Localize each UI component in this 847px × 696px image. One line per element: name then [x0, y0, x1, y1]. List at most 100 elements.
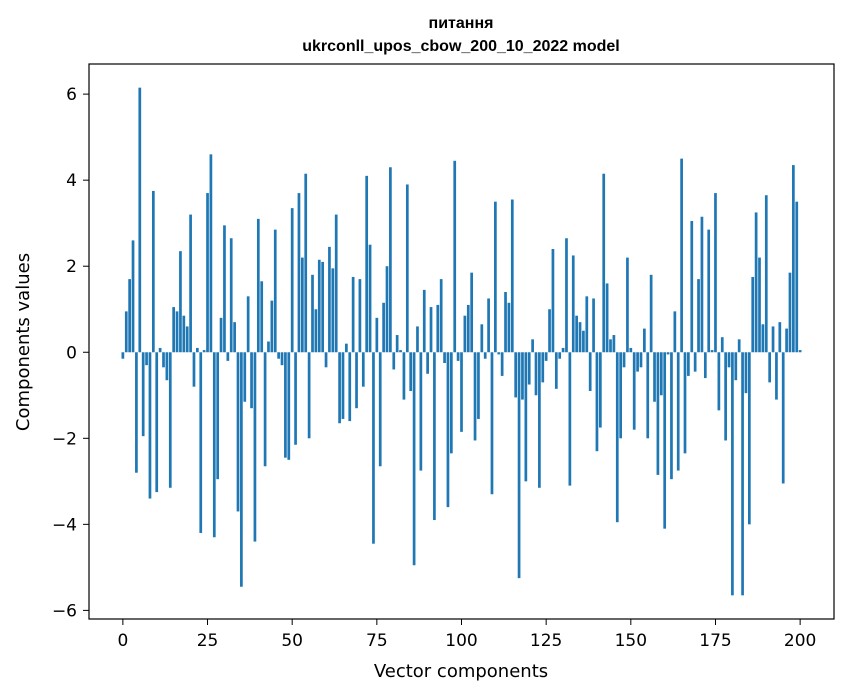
bar [578, 322, 582, 353]
y-tick-label: 4 [66, 171, 77, 191]
x-tick-label: 0 [117, 631, 128, 651]
bar [260, 281, 264, 353]
bar [456, 352, 460, 361]
bar [331, 268, 335, 353]
bar [236, 352, 240, 512]
x-tick-label: 50 [281, 631, 303, 651]
bar [615, 352, 619, 523]
bar [145, 352, 148, 366]
bar [798, 350, 802, 353]
bar [446, 352, 450, 508]
bar [189, 214, 192, 353]
bar [297, 193, 301, 353]
bar [727, 352, 731, 368]
bar [785, 328, 788, 353]
bar [338, 352, 341, 424]
bar [155, 352, 159, 493]
bar [629, 347, 633, 353]
bar [494, 201, 497, 353]
bar [487, 298, 490, 353]
bar [402, 352, 406, 400]
bar [358, 279, 362, 353]
bar [199, 352, 203, 533]
bar [290, 208, 294, 353]
bar [588, 352, 592, 391]
chart-title-line2: ukrconll_upos_cbow_200_10_2022 model [302, 38, 619, 55]
bar [703, 352, 707, 379]
bar [477, 352, 480, 419]
bar [385, 266, 389, 353]
bar [510, 199, 514, 353]
bar [368, 244, 372, 353]
bar [551, 249, 555, 353]
bar [158, 347, 162, 353]
bar [744, 352, 748, 394]
bar [148, 352, 152, 499]
bar [788, 272, 792, 353]
x-tick-label: 125 [530, 631, 562, 651]
bar [676, 352, 680, 471]
bar [453, 160, 457, 353]
bar [666, 352, 670, 355]
bar [422, 289, 426, 353]
bar [182, 315, 186, 353]
bar [663, 352, 667, 529]
bar [527, 352, 531, 385]
bar [439, 279, 443, 353]
bar [253, 352, 257, 542]
bar [565, 238, 568, 353]
bar [605, 283, 609, 353]
chart-title-line1: питання [429, 15, 494, 32]
bar [212, 352, 216, 538]
bar [284, 352, 287, 458]
bar [287, 352, 291, 460]
bar [419, 352, 423, 471]
plot-frame [88, 63, 835, 620]
bar [795, 201, 799, 353]
bar [595, 352, 599, 452]
bar [416, 326, 419, 353]
bar [548, 309, 551, 353]
bar [582, 330, 585, 353]
bar [687, 352, 690, 376]
bar [538, 352, 541, 488]
bar [355, 352, 358, 409]
bar [778, 322, 782, 353]
y-tick-label: −2 [52, 429, 77, 449]
bar [219, 317, 223, 353]
y-axis-ticks: −6 −4 −2 0 2 4 6 [52, 85, 89, 621]
bar [561, 347, 565, 353]
bar [626, 257, 629, 353]
bar [131, 240, 135, 353]
bar [768, 352, 772, 383]
bar [314, 309, 318, 353]
bar [135, 352, 138, 473]
bar [226, 352, 230, 361]
bar [300, 257, 304, 353]
bar [720, 337, 724, 353]
bar [382, 302, 385, 353]
bar [690, 221, 694, 353]
y-tick-label: 6 [66, 85, 77, 105]
bar [714, 193, 717, 353]
x-tick-label: 150 [615, 631, 647, 651]
bar [700, 216, 704, 353]
bar [151, 190, 155, 353]
bar [449, 352, 453, 454]
bar [754, 212, 758, 353]
bar [273, 229, 277, 353]
bar [294, 352, 297, 445]
bar [341, 352, 345, 419]
bar [229, 238, 233, 353]
bar [389, 167, 392, 353]
bar [592, 298, 595, 353]
bar [761, 324, 765, 353]
bar [466, 304, 470, 353]
bar [192, 352, 196, 387]
bar [463, 315, 467, 353]
bar [470, 272, 474, 353]
bar [324, 352, 328, 368]
bar [128, 279, 131, 353]
bar [775, 352, 778, 400]
bar [480, 324, 484, 353]
